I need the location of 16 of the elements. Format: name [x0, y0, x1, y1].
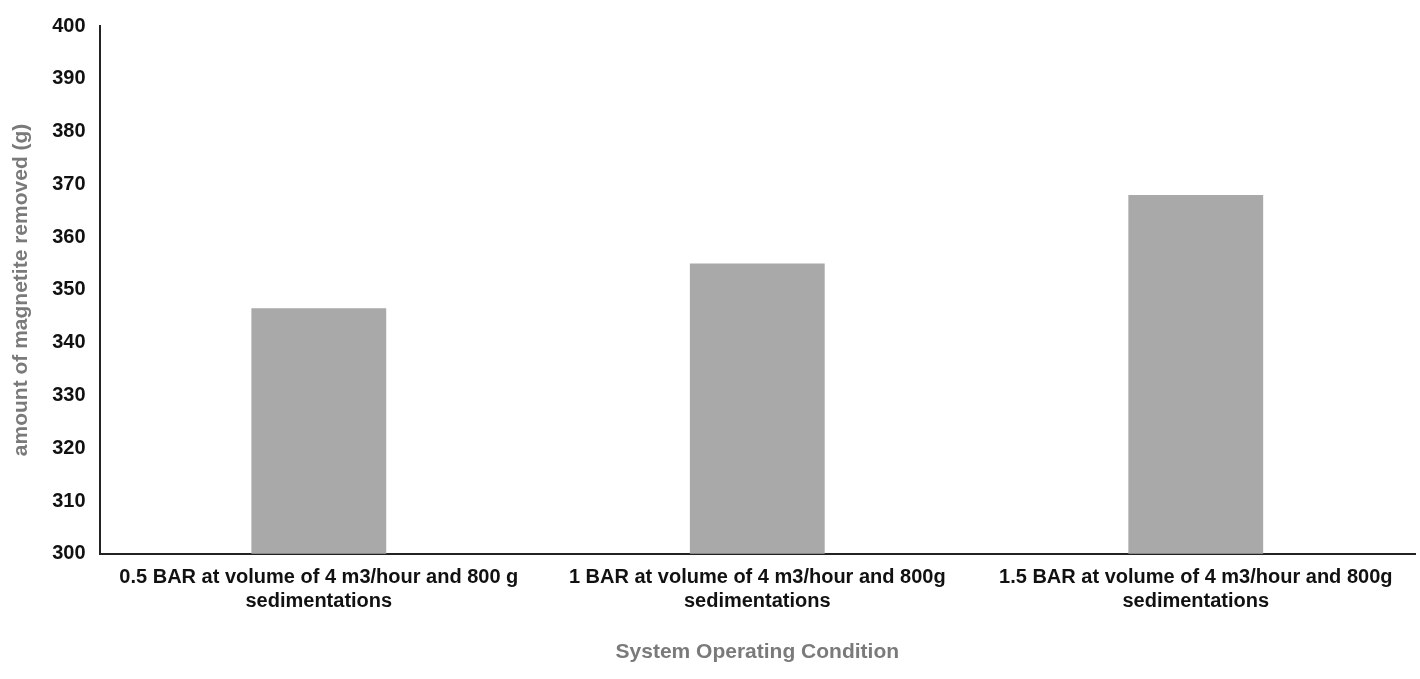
y-tick-label: 380 — [52, 119, 86, 142]
y-tick-label: 300 — [52, 541, 86, 564]
x-tick-label: 0.5 BAR at volume of 4 m3/hour and 800 g sedimentations — [119, 565, 519, 612]
x-tick-label: 1 BAR at volume of 4 m3/hour and 800g sedimentations — [568, 565, 946, 612]
y-tick-label: 350 — [52, 277, 86, 300]
y-tick-label: 370 — [52, 171, 86, 194]
y-axis-title: amount of magnetite removed (g) — [8, 123, 32, 457]
y-tick-label: 390 — [52, 66, 86, 89]
x-tick-label: 1.5 BAR at volume of 4 m3/hour and 800g sedimentations — [999, 565, 1393, 612]
y-tick-label: 400 — [52, 13, 86, 36]
x-axis-title: System Operating Condition — [615, 639, 900, 663]
y-tick-label: 330 — [52, 382, 86, 405]
y-tick-label: 340 — [52, 330, 86, 353]
y-tick-label: 320 — [52, 435, 86, 458]
y-tick-label: 310 — [52, 488, 86, 511]
y-tick-label: 360 — [52, 224, 86, 247]
